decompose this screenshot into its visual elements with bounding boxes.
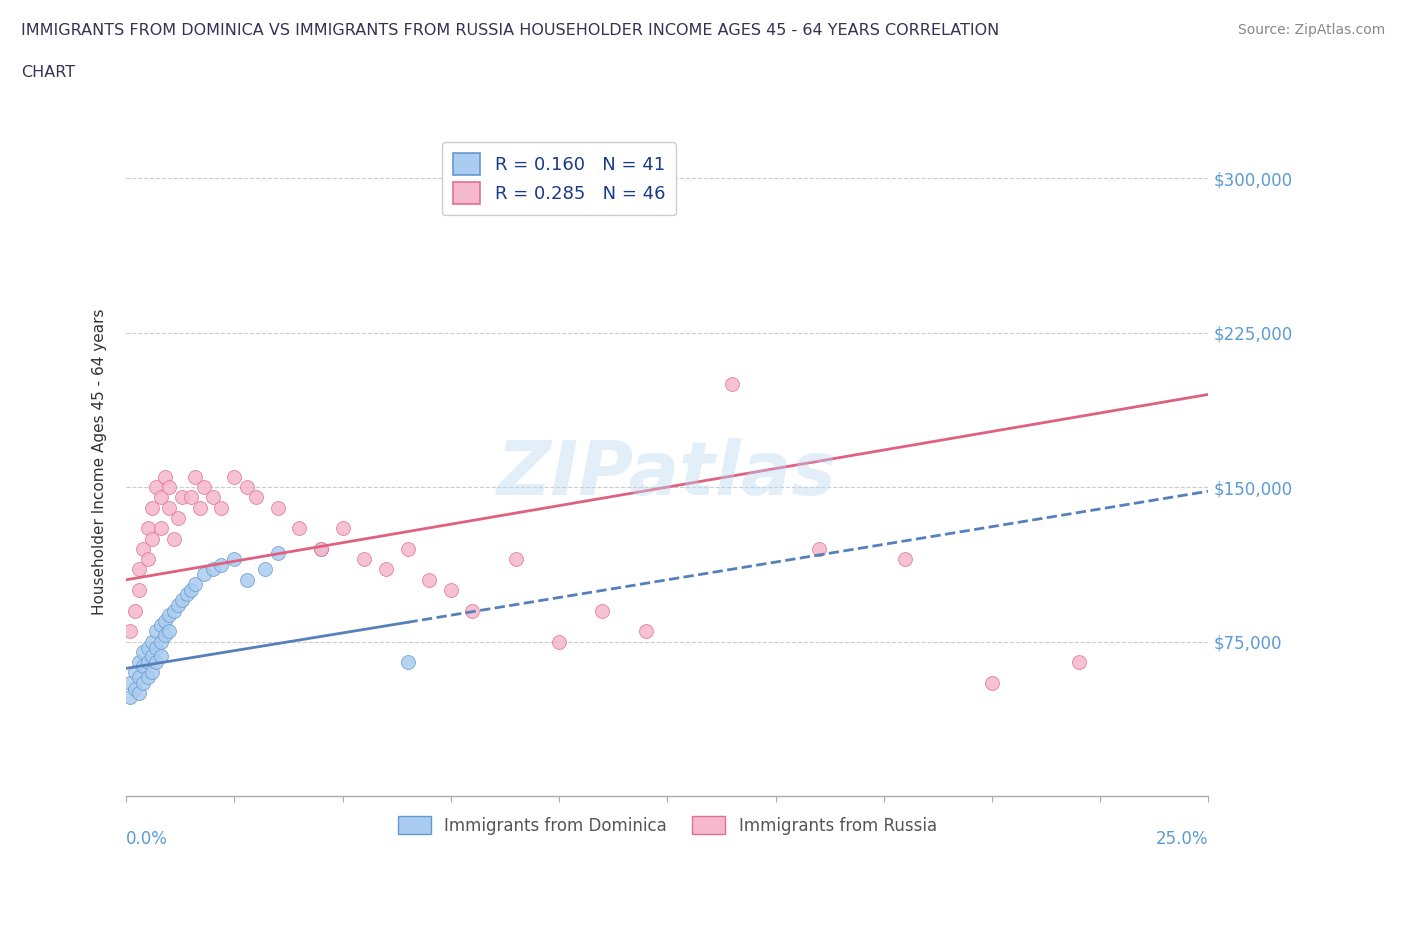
Point xyxy=(128,583,150,598)
Text: ZIPatlas: ZIPatlas xyxy=(498,438,838,512)
Point xyxy=(332,521,354,536)
Point xyxy=(440,583,463,598)
Point xyxy=(309,541,332,556)
Point xyxy=(172,593,194,608)
Legend: Immigrants from Dominica, Immigrants from Russia: Immigrants from Dominica, Immigrants fro… xyxy=(391,810,943,842)
Point xyxy=(548,634,571,649)
Point xyxy=(141,648,163,663)
Point xyxy=(209,558,232,573)
Point xyxy=(136,521,159,536)
Point xyxy=(157,607,180,622)
Point xyxy=(721,377,744,392)
Point xyxy=(236,572,259,587)
Point xyxy=(461,604,484,618)
Point xyxy=(193,480,215,495)
Point xyxy=(128,655,150,670)
Text: 0.0%: 0.0% xyxy=(127,830,167,847)
Point xyxy=(149,634,172,649)
Point xyxy=(124,665,146,680)
Point xyxy=(172,490,194,505)
Point xyxy=(124,604,146,618)
Point xyxy=(132,675,155,690)
Point xyxy=(188,500,211,515)
Point xyxy=(236,480,259,495)
Text: CHART: CHART xyxy=(21,65,75,80)
Point xyxy=(136,655,159,670)
Point xyxy=(141,500,163,515)
Point xyxy=(180,490,202,505)
Point xyxy=(132,658,155,673)
Point xyxy=(149,648,172,663)
Point xyxy=(157,480,180,495)
Point xyxy=(136,551,159,566)
Point xyxy=(149,618,172,632)
Point xyxy=(157,500,180,515)
Point xyxy=(149,490,172,505)
Point xyxy=(132,541,155,556)
Point xyxy=(132,644,155,659)
Point xyxy=(145,655,167,670)
Point xyxy=(128,685,150,700)
Text: IMMIGRANTS FROM DOMINICA VS IMMIGRANTS FROM RUSSIA HOUSEHOLDER INCOME AGES 45 - : IMMIGRANTS FROM DOMINICA VS IMMIGRANTS F… xyxy=(21,23,1000,38)
Point xyxy=(153,470,176,485)
Point xyxy=(180,583,202,598)
Point xyxy=(120,624,142,639)
Point xyxy=(224,551,246,566)
Point xyxy=(209,500,232,515)
Point xyxy=(167,511,190,525)
Point xyxy=(1067,655,1090,670)
Point xyxy=(505,551,527,566)
Point xyxy=(157,624,180,639)
Point xyxy=(141,634,163,649)
Point xyxy=(396,541,419,556)
Point xyxy=(591,604,613,618)
Point xyxy=(149,521,172,536)
Point xyxy=(163,531,186,546)
Point xyxy=(153,614,176,629)
Point xyxy=(634,624,657,639)
Point xyxy=(418,572,440,587)
Point xyxy=(136,641,159,656)
Point xyxy=(374,562,396,577)
Point xyxy=(153,628,176,643)
Point xyxy=(184,577,207,591)
Point xyxy=(184,470,207,485)
Point xyxy=(120,690,142,705)
Point xyxy=(141,531,163,546)
Point xyxy=(245,490,267,505)
Point xyxy=(193,566,215,581)
Point xyxy=(266,546,288,561)
Point xyxy=(145,641,167,656)
Point xyxy=(145,624,167,639)
Point xyxy=(396,655,419,670)
Point xyxy=(163,604,186,618)
Point xyxy=(128,670,150,684)
Point xyxy=(124,682,146,697)
Point xyxy=(167,597,190,612)
Point xyxy=(128,562,150,577)
Point xyxy=(145,480,167,495)
Point xyxy=(201,490,224,505)
Point xyxy=(353,551,375,566)
Y-axis label: Householder Income Ages 45 - 64 years: Householder Income Ages 45 - 64 years xyxy=(93,308,107,615)
Point xyxy=(176,587,198,602)
Point xyxy=(253,562,276,577)
Point xyxy=(266,500,288,515)
Point xyxy=(807,541,830,556)
Text: Source: ZipAtlas.com: Source: ZipAtlas.com xyxy=(1237,23,1385,37)
Point xyxy=(309,541,332,556)
Point xyxy=(136,670,159,684)
Point xyxy=(288,521,311,536)
Point xyxy=(141,665,163,680)
Point xyxy=(120,675,142,690)
Point xyxy=(981,675,1004,690)
Point xyxy=(201,562,224,577)
Text: 25.0%: 25.0% xyxy=(1156,830,1209,847)
Point xyxy=(224,470,246,485)
Point xyxy=(894,551,917,566)
